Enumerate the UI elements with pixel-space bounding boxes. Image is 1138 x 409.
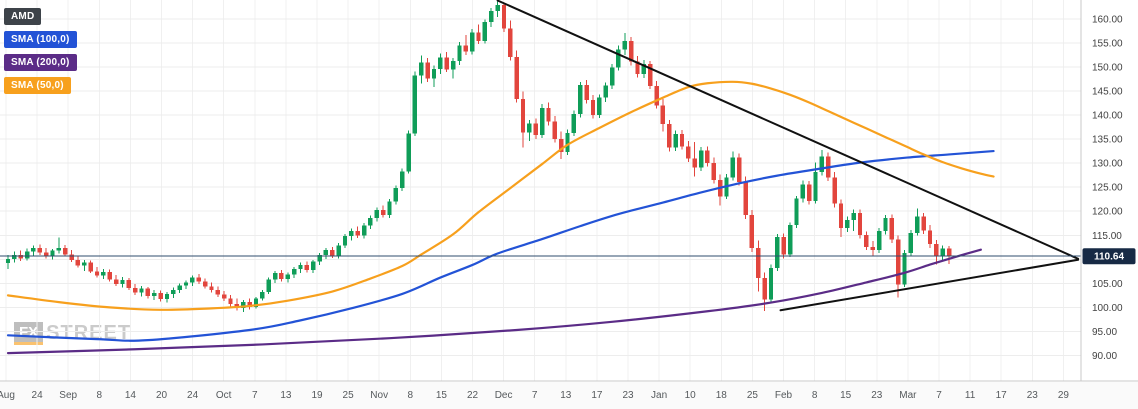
svg-text:19: 19: [311, 390, 323, 401]
svg-text:140.00: 140.00: [1092, 111, 1123, 122]
svg-text:8: 8: [408, 390, 414, 401]
current-price-badge: [1082, 248, 1136, 265]
svg-text:11: 11: [965, 390, 976, 401]
svg-text:Dec: Dec: [495, 390, 513, 401]
sma-line-0: [6, 80, 995, 311]
svg-text:115.00: 115.00: [1092, 231, 1122, 242]
svg-text:8: 8: [812, 390, 818, 401]
svg-text:120.00: 120.00: [1092, 207, 1123, 218]
svg-text:13: 13: [560, 390, 572, 401]
svg-text:Sep: Sep: [59, 390, 77, 401]
svg-text:8: 8: [97, 390, 103, 401]
svg-text:Nov: Nov: [370, 390, 388, 401]
svg-text:100.00: 100.00: [1092, 303, 1123, 314]
svg-text:22: 22: [467, 390, 479, 401]
svg-text:160.00: 160.00: [1092, 14, 1123, 25]
price-axis[interactable]: 160.00 155.00 150.00 145.00 140.00 135.00 130.…: [1082, 14, 1136, 362]
svg-text:105.00: 105.00: [1092, 279, 1123, 290]
svg-text:24: 24: [187, 390, 199, 401]
svg-text:29: 29: [1058, 390, 1070, 401]
sma-100-badge[interactable]: SMA (100,0): [4, 31, 77, 48]
candles-layer: [5, 1, 952, 313]
svg-text:13: 13: [280, 390, 292, 401]
moving-averages: [6, 80, 995, 355]
svg-text:23: 23: [871, 390, 883, 401]
time-axis[interactable]: Aug 24 Sep 8 14 20 24 Oct 7 13 19 25 Nov 8 15 22 Dec 7 13 1…: [0, 390, 1069, 401]
svg-text:7: 7: [252, 390, 258, 401]
sma-line-1: [6, 149, 995, 342]
svg-text:15: 15: [840, 390, 852, 401]
sma-line-2: [6, 248, 982, 355]
symbol-badge[interactable]: AMD: [4, 8, 42, 25]
svg-text:17: 17: [591, 390, 603, 401]
legend: AMD SMA (100,0) SMA (200,0) SMA (50,0): [4, 8, 77, 100]
trendlines[interactable]: [496, 0, 1080, 312]
svg-text:Mar: Mar: [899, 390, 917, 401]
svg-text:Aug: Aug: [0, 390, 15, 401]
svg-text:145.00: 145.00: [1092, 86, 1123, 97]
sma-200-badge[interactable]: SMA (200,0): [4, 54, 77, 71]
svg-text:14: 14: [125, 390, 137, 401]
svg-text:18: 18: [716, 390, 728, 401]
svg-text:7: 7: [532, 390, 538, 401]
sma-50-badge[interactable]: SMA (50,0): [4, 77, 71, 94]
svg-text:24: 24: [32, 390, 44, 401]
svg-text:Feb: Feb: [775, 390, 793, 401]
svg-text:25: 25: [343, 390, 355, 401]
svg-text:150.00: 150.00: [1092, 62, 1123, 73]
svg-text:23: 23: [1027, 390, 1039, 401]
svg-text:7: 7: [936, 390, 942, 401]
svg-text:125.00: 125.00: [1092, 183, 1123, 194]
svg-text:90.00: 90.00: [1092, 351, 1117, 362]
svg-text:155.00: 155.00: [1092, 38, 1123, 49]
svg-text:130.00: 130.00: [1092, 159, 1123, 170]
svg-text:23: 23: [622, 390, 634, 401]
descending-resistance: [496, 0, 1080, 260]
grid-lines: [0, 0, 1081, 381]
svg-text:Jan: Jan: [651, 390, 667, 401]
rising-support: [779, 258, 1080, 312]
svg-text:95.00: 95.00: [1092, 327, 1117, 338]
svg-text:15: 15: [436, 390, 448, 401]
fxstreet-logo-accent: [14, 342, 44, 345]
svg-text:10: 10: [685, 390, 697, 401]
svg-text:Oct: Oct: [216, 390, 232, 401]
svg-text:135.00: 135.00: [1092, 135, 1123, 146]
current-price-value: 110.64: [1094, 252, 1124, 263]
svg-text:20: 20: [156, 390, 168, 401]
svg-text:17: 17: [996, 390, 1008, 401]
svg-text:25: 25: [747, 390, 759, 401]
